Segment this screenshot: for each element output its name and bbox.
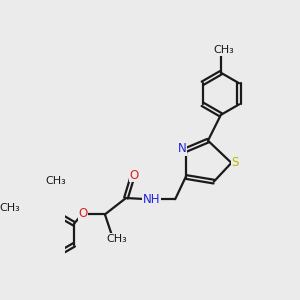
Text: CH₃: CH₃ — [107, 234, 128, 244]
Text: CH₃: CH₃ — [0, 202, 20, 213]
Text: CH₃: CH₃ — [45, 176, 66, 186]
Text: CH₃: CH₃ — [213, 45, 234, 55]
Text: O: O — [129, 169, 138, 182]
Text: S: S — [231, 156, 239, 170]
Text: NH: NH — [143, 193, 160, 206]
Text: N: N — [178, 142, 187, 155]
Text: O: O — [79, 207, 88, 220]
